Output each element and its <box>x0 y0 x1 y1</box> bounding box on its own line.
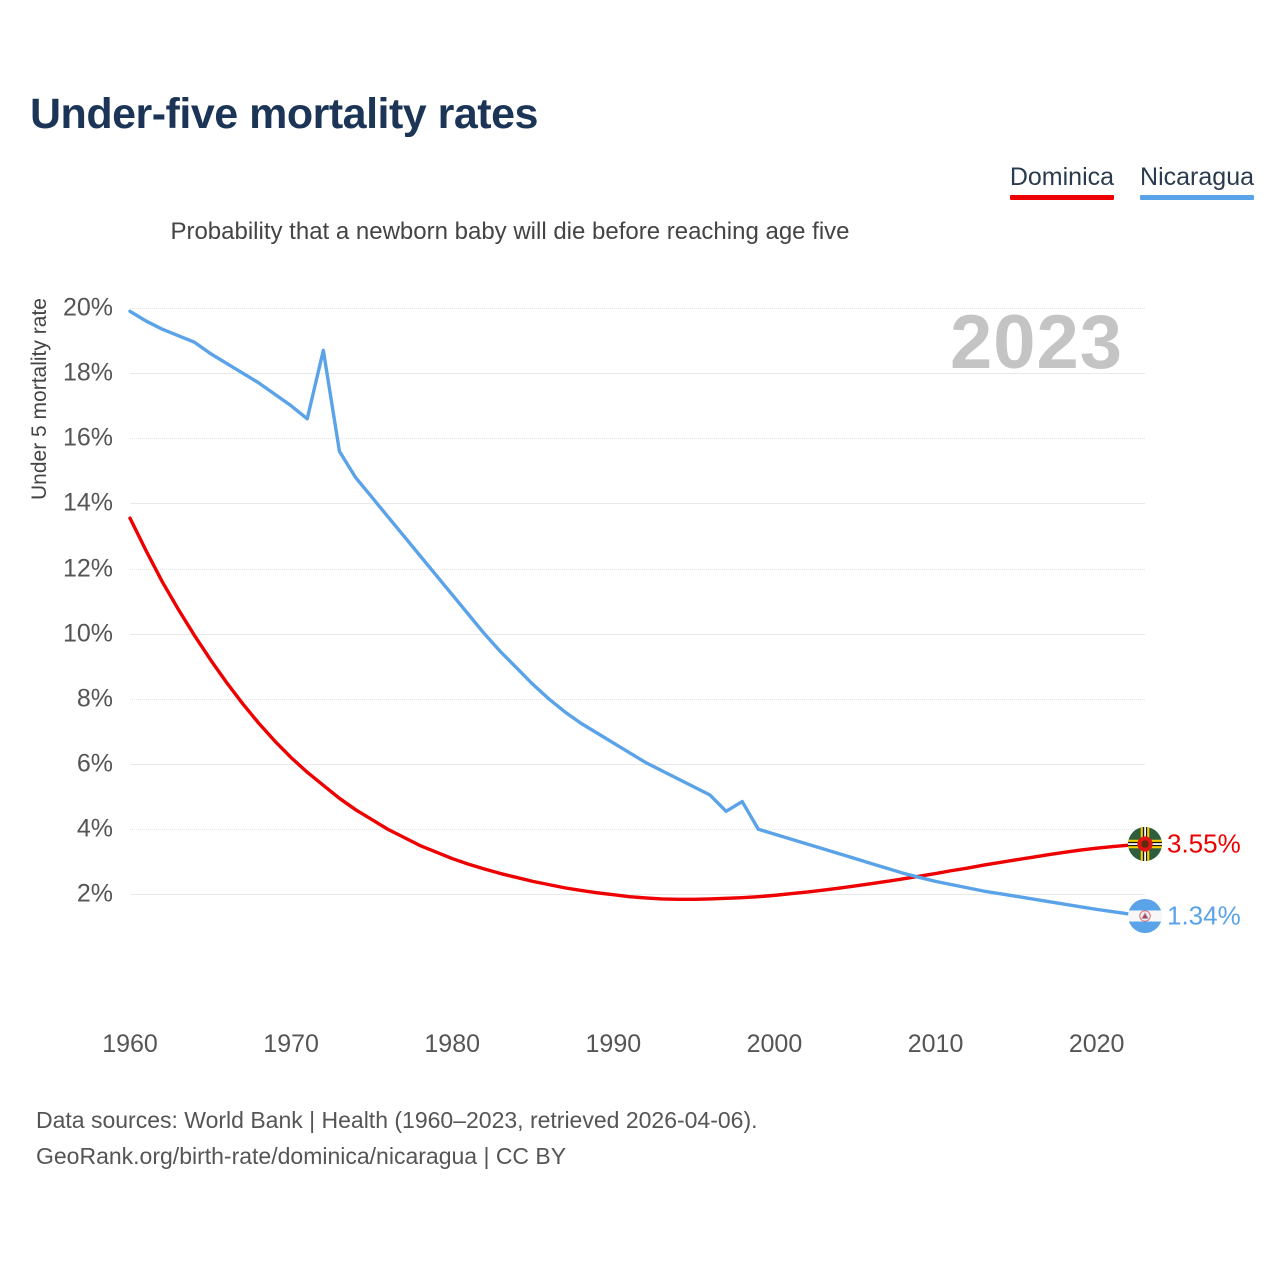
gridline <box>130 698 1145 700</box>
footer-sources: Data sources: World Bank | Health (1960–… <box>36 1107 758 1133</box>
legend-swatch-nicaragua <box>1140 195 1254 201</box>
y-tick-label: 16% <box>62 423 113 452</box>
x-tick-label: 2020 <box>1068 1030 1125 1058</box>
gridline <box>130 633 1145 635</box>
nicaragua-flag-icon <box>1128 898 1162 933</box>
x-tick-label: 2000 <box>746 1030 803 1058</box>
y-tick-label: 14% <box>62 488 113 517</box>
legend-label-nicaragua: Nicaragua <box>1140 163 1254 191</box>
gridline <box>130 894 1145 896</box>
footer-attribution: GeoRank.org/birth-rate/dominica/nicaragu… <box>36 1142 567 1169</box>
plot-area: 2023 2% 4% 6% 8% 10% 12% 14% 16% 18% 20% 1960 1970… <box>63 294 1241 1058</box>
y-tick-label: 4% <box>76 814 113 843</box>
x-tick-label: 1990 <box>585 1030 642 1058</box>
series-lines <box>128 309 1147 918</box>
legend-label-dominica: Dominica <box>1009 163 1115 191</box>
gridline <box>130 503 1145 505</box>
x-tick-label: 1980 <box>424 1030 481 1058</box>
year-watermark: 2023 <box>950 300 1124 385</box>
series-line-nicaragua <box>128 309 1147 918</box>
legend-swatch-dominica <box>1009 195 1115 201</box>
y-tick-label: 12% <box>62 554 113 583</box>
gridline <box>130 764 1145 766</box>
chart-subtitle: Probability that a newborn baby will die… <box>170 218 850 245</box>
gridline <box>130 438 1145 440</box>
dominica-flag-icon <box>1128 826 1162 861</box>
legend-item-dominica[interactable]: Dominica <box>1009 163 1115 201</box>
x-tick-label: 1970 <box>263 1030 319 1058</box>
y-tick-label: 2% <box>76 879 113 908</box>
y-tick-label: 6% <box>76 749 113 778</box>
gridline <box>130 568 1145 570</box>
end-value-nicaragua: 1.34% <box>1167 900 1241 931</box>
x-tick-label: 1960 <box>102 1030 158 1058</box>
gridline <box>130 373 1145 375</box>
series-line-dominica <box>128 516 1147 901</box>
y-axis-ticks: 2% 4% 6% 8% 10% 12% 14% 16% 18% 20% <box>63 294 1145 940</box>
y-axis-label: Under 5 mortality rate <box>28 298 51 500</box>
gridline <box>130 829 1145 831</box>
legend-item-nicaragua[interactable]: Nicaragua <box>1140 163 1254 201</box>
y-tick-label: 10% <box>62 619 113 648</box>
gridline <box>130 308 1145 310</box>
footer: Data sources: World Bank | Health (1960–… <box>36 1103 758 1174</box>
x-tick-label: 2010 <box>907 1030 964 1058</box>
y-tick-label: 18% <box>62 358 113 387</box>
y-tick-label: 20% <box>62 293 113 322</box>
page-title: Under-five mortality rates <box>30 90 538 138</box>
end-value-dominica: 3.55% <box>1167 828 1241 859</box>
legend: Dominica Nicaragua <box>1009 163 1254 201</box>
y-tick-label: 8% <box>76 684 113 713</box>
